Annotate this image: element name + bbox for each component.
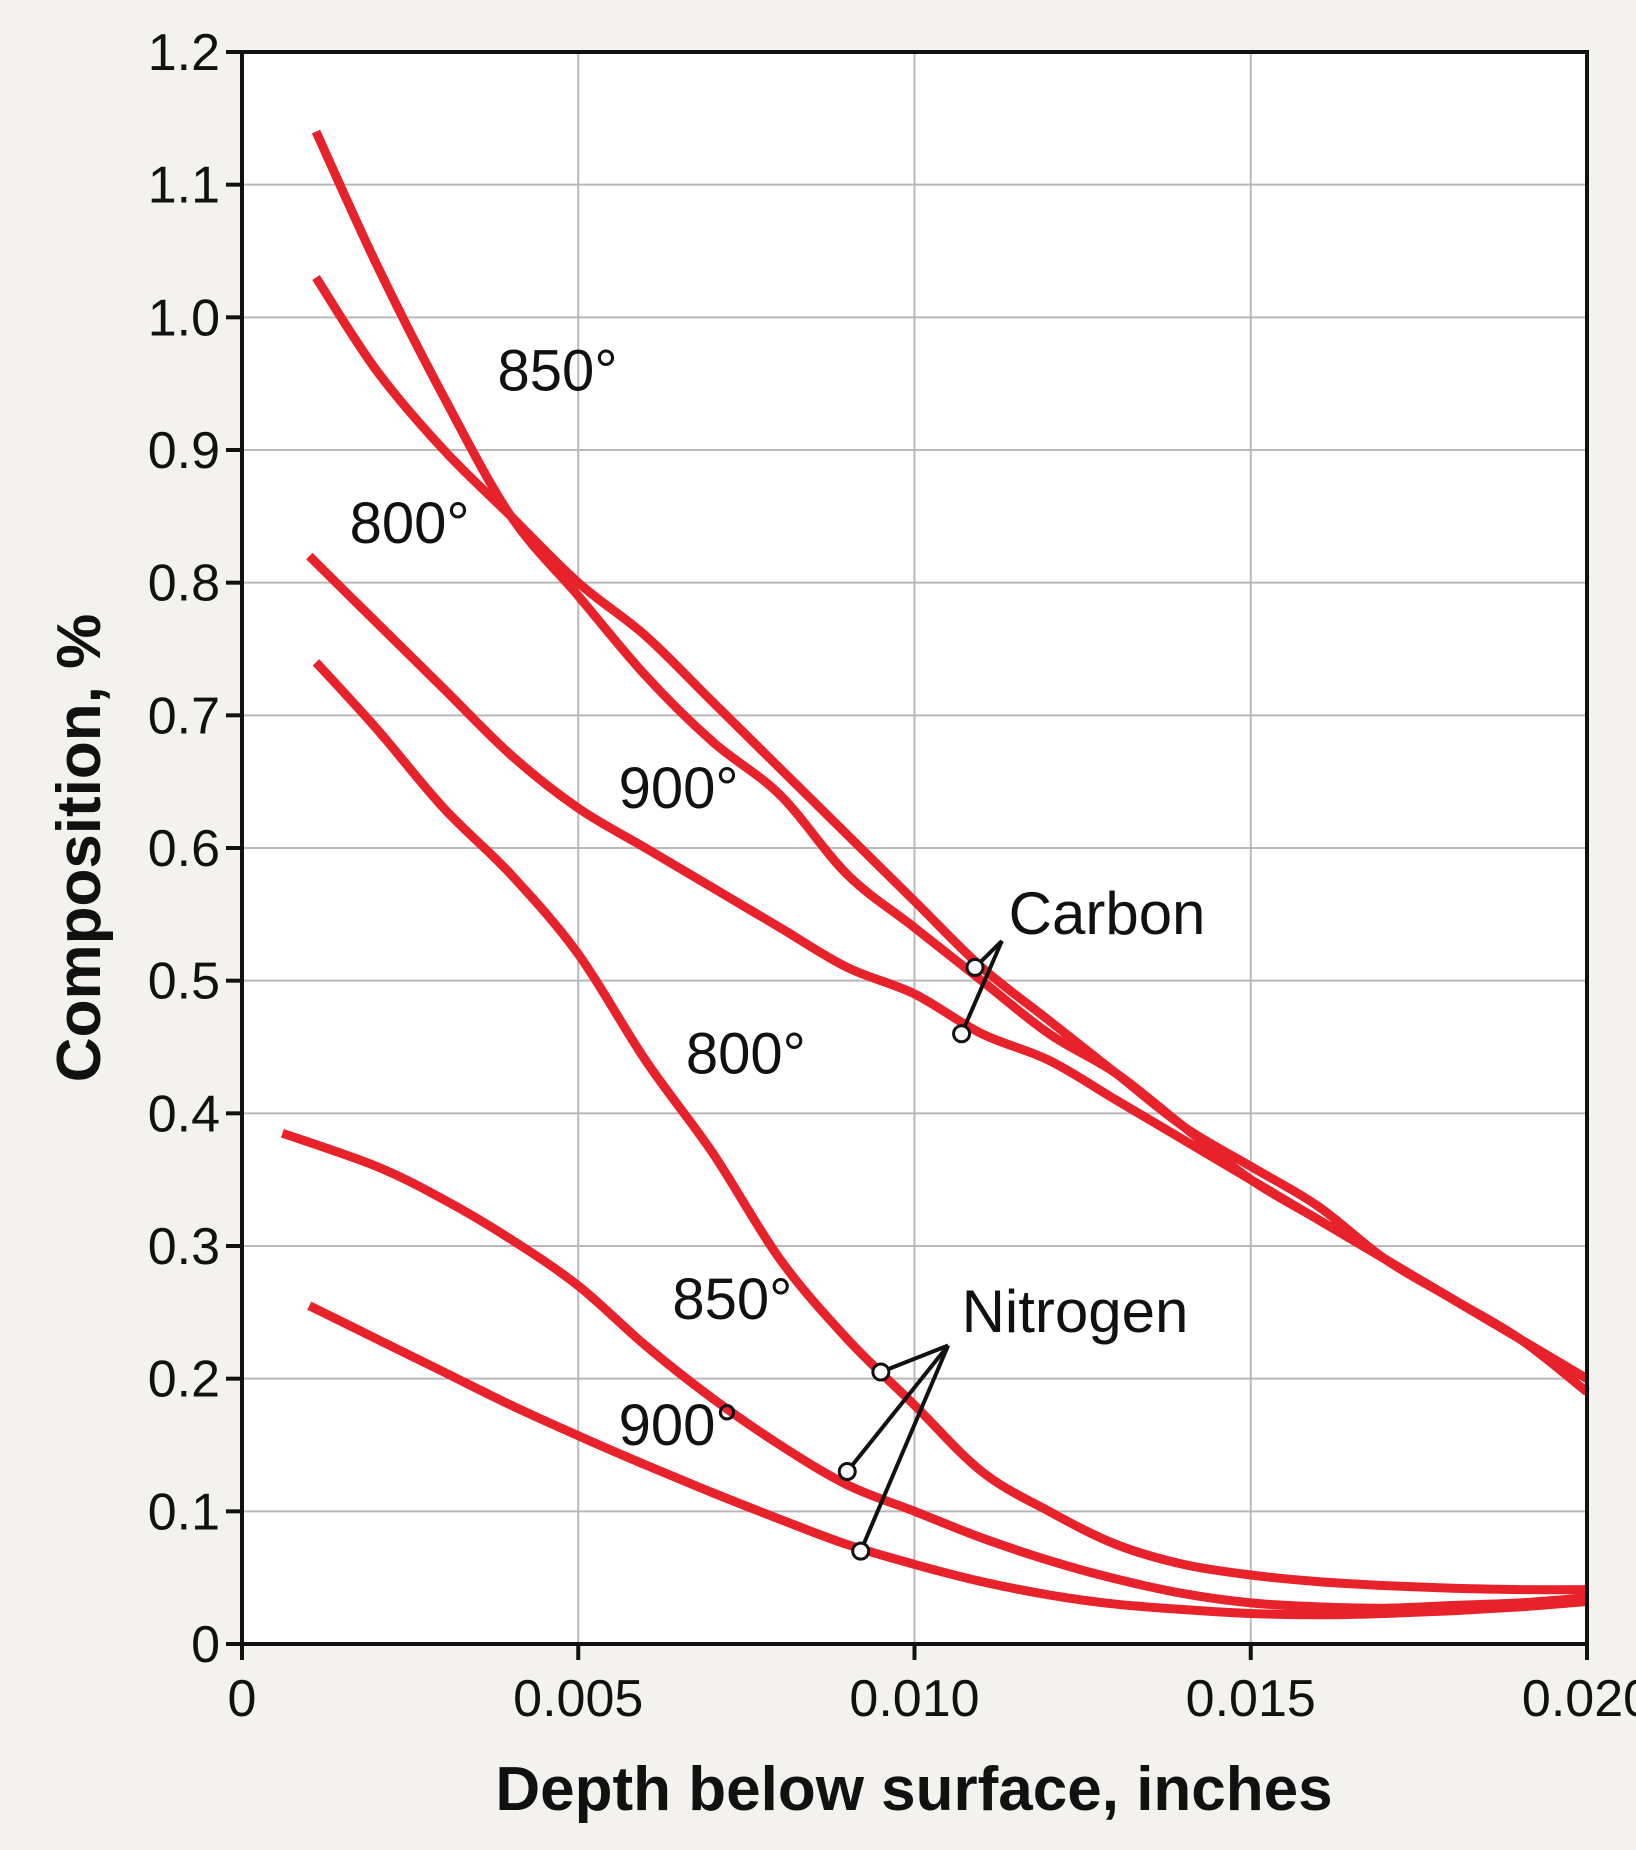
y-tick-label: 0.8: [148, 555, 220, 613]
x-tick-label: 0: [228, 1670, 257, 1728]
data-curves: [280, 129, 1590, 1620]
axis-ticks: 0 0.1 0.2 0.3 0.4 0.5 0.6 0.7 0.8 0.9 1.0 1.1 1.2 0 0.…: [148, 24, 1636, 1728]
y-tick-label: 0.3: [148, 1218, 220, 1276]
leader-line: [959, 940, 1004, 1035]
curve-marker: [965, 957, 985, 977]
curve-carbon-800: [312, 275, 1523, 1343]
curve-nitrogen-850: [280, 1128, 1588, 1613]
series-label-900: 900°: [619, 1393, 739, 1458]
y-tick-label: 0.4: [148, 1085, 220, 1143]
y-tick-label: 0.1: [148, 1483, 220, 1541]
x-tick-label: 0.020: [1522, 1670, 1636, 1728]
series-label-800: 800°: [350, 491, 470, 556]
x-tick-label: 0.005: [513, 1670, 643, 1728]
x-tick-label: 0.015: [1186, 1670, 1316, 1728]
series-label-850: 850°: [672, 1267, 792, 1332]
series-label-850: 850°: [498, 338, 618, 403]
y-tick-label: 0: [191, 1616, 220, 1674]
y-tick-label: 1.0: [148, 289, 220, 347]
curve-nitrogen-800: [312, 659, 1588, 1595]
group-label-carbon: Carbon: [1009, 880, 1206, 947]
curve-marker: [851, 1541, 871, 1561]
y-tick-label: 0.6: [148, 820, 220, 878]
group-label-nitrogen: Nitrogen: [962, 1278, 1189, 1345]
x-axis-title: Depth below surface, inches: [495, 1755, 1332, 1824]
curve-carbon-900: [306, 552, 1590, 1396]
series-label-800: 800°: [686, 1022, 806, 1087]
annotations: 850° 800° 900° 800° 850° 900° Carbon Nitrogen: [350, 338, 1206, 1561]
curve-marker: [837, 1462, 857, 1482]
leader-line: [880, 1343, 949, 1374]
y-tick-label: 1.1: [148, 157, 220, 215]
y-tick-label: 1.2: [148, 24, 220, 82]
x-tick-label: 0.010: [849, 1670, 979, 1728]
y-tick-label: 0.5: [148, 953, 220, 1011]
curve-nitrogen-900: [307, 1301, 1588, 1620]
y-axis-title: Composition, %: [45, 614, 114, 1082]
leader-line: [858, 1344, 950, 1552]
y-tick-label: 0.9: [148, 422, 220, 480]
leader-line: [845, 1344, 950, 1473]
y-tick-label: 0.2: [148, 1351, 220, 1409]
curve-marker: [871, 1362, 891, 1382]
series-label-900: 900°: [619, 756, 739, 821]
y-tick-label: 0.7: [148, 687, 220, 745]
curve-marker: [952, 1024, 972, 1044]
